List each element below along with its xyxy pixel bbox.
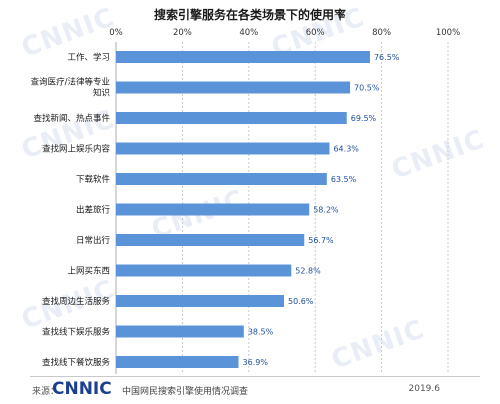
bar (116, 173, 327, 185)
category-label: 上网买东西 (67, 266, 110, 277)
bar (116, 264, 292, 277)
survey-date: 2019.6 (408, 384, 441, 394)
source-prefix: 来源： (32, 387, 60, 397)
chart-title: 搜索引擎服务在各类场景下的使用率 (153, 8, 346, 22)
value-label: 50.6% (288, 297, 314, 306)
value-label: 63.5% (331, 175, 357, 184)
bar (116, 356, 239, 368)
category-label: 工作、学习 (67, 52, 110, 63)
x-tick-label: 60% (306, 28, 325, 38)
value-label: 69.5% (351, 114, 377, 123)
category-label: 查询医疗/法律等专业知识 (31, 77, 110, 99)
bar-chart: 0% 20% 40% 60% 80% 100% 工作、学习 76.5% 查询医疗/法律等专业知识… (31, 28, 460, 374)
value-label: 64.3% (333, 145, 359, 154)
category-label: 查找网上娱乐内容 (42, 144, 111, 155)
category-label: 出差旅行 (76, 205, 111, 216)
value-label: 70.5% (354, 84, 380, 93)
x-tick-label: 0% (109, 28, 123, 38)
bar (116, 112, 347, 124)
bar (116, 51, 370, 63)
value-label: 56.7% (308, 236, 334, 245)
value-label: 76.5% (374, 53, 400, 62)
cnnic-logo-text: CNNIC (52, 379, 112, 399)
x-tick-label: 80% (372, 28, 391, 38)
x-tick-label: 20% (173, 28, 192, 38)
category-label: 查找线下娱乐服务 (42, 327, 111, 338)
bar (116, 234, 305, 246)
category-label: 查找线下餐饮服务 (42, 357, 111, 368)
x-tick-label: 40% (239, 28, 258, 38)
category-label: 下载软件 (76, 174, 111, 185)
value-label: 36.9% (243, 358, 269, 367)
value-label: 52.8% (295, 267, 321, 276)
value-label: 38.5% (248, 328, 274, 337)
category-label: 查找新闻、热点事件 (33, 113, 110, 124)
bar (116, 325, 244, 338)
bar (116, 295, 284, 307)
source-text: 中国网民搜索引擎使用情况调查 (122, 387, 249, 397)
bar (116, 81, 351, 94)
value-label: 58.2% (313, 206, 339, 215)
footer-divider (30, 376, 480, 377)
category-label: 查找周边生活服务 (42, 296, 111, 307)
bar (116, 203, 310, 216)
footer: 来源： CNNIC 中国网民搜索引擎使用情况调查 2019.6 (32, 379, 480, 399)
cnnic-logo: CNNIC (52, 379, 112, 399)
bar (116, 142, 330, 155)
x-tick-label: 100% (436, 28, 460, 38)
category-label: 日常出行 (76, 235, 111, 246)
